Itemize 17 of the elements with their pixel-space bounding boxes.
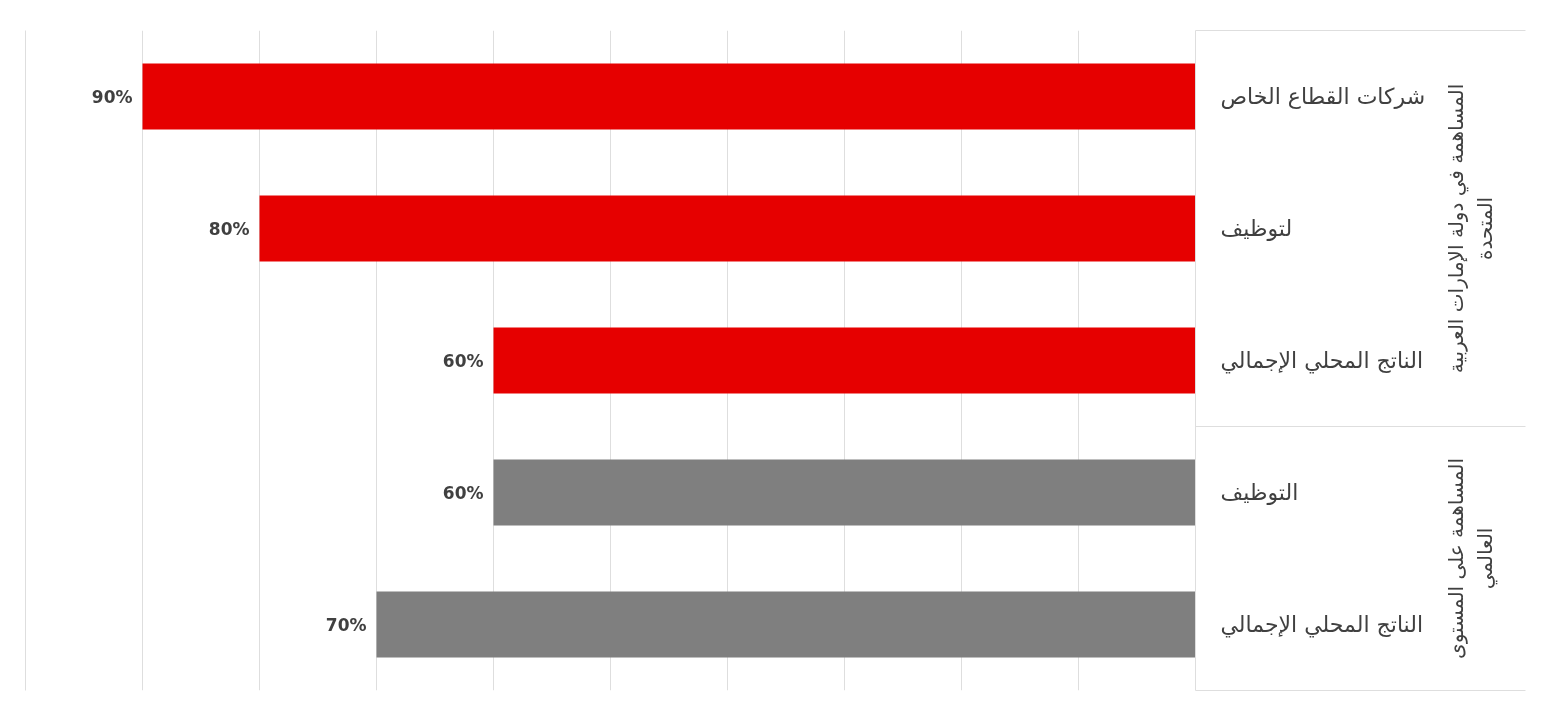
y-tick-label: الناتج المحلي الإجمالي — [1220, 612, 1424, 638]
data-label: 60% — [442, 482, 484, 503]
bar — [376, 591, 1196, 658]
y-tick-label: الناتج المحلي الإجمالي — [1220, 348, 1424, 374]
data-label: 80% — [208, 218, 250, 239]
bar — [493, 327, 1196, 394]
bar — [493, 459, 1196, 526]
bar — [142, 63, 1196, 130]
bar — [259, 195, 1196, 262]
y-tick-label: لتوظيف — [1220, 216, 1293, 241]
text: المساهمة في دولة الإمارات العربية المتحدة — [1444, 83, 1497, 374]
y-tick-label: شركات القطاع الخاص — [1220, 84, 1426, 110]
y-tick-label: التوظيف — [1220, 480, 1299, 505]
data-label: 60% — [442, 350, 484, 371]
text: المساهمة على المستوى العالمي — [1444, 458, 1498, 659]
data-label: 70% — [325, 614, 367, 635]
data-label: 90% — [91, 86, 133, 107]
